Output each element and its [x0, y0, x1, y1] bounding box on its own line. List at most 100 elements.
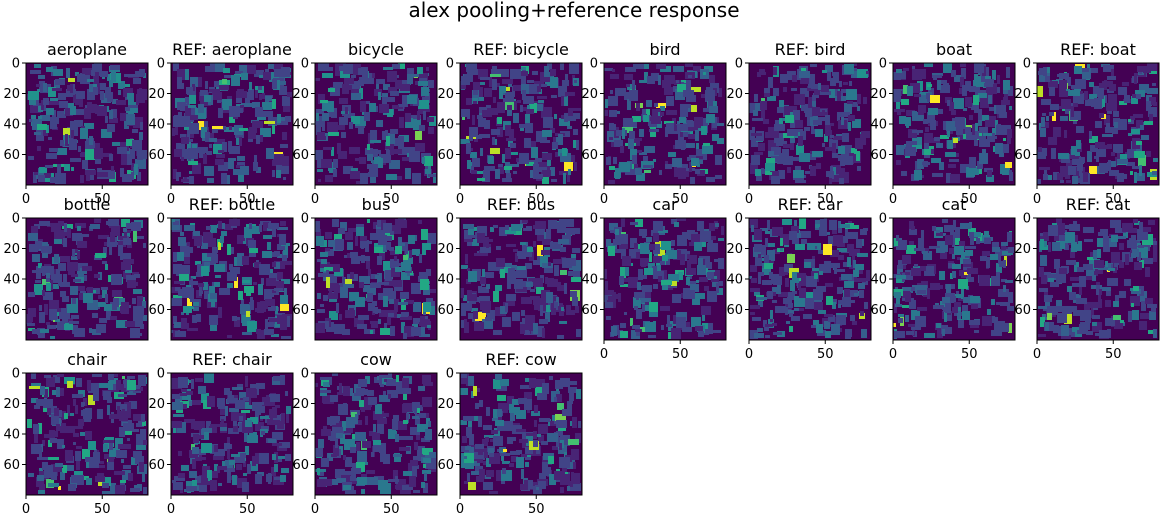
y-tick-label: 60 — [148, 148, 165, 163]
y-tick-label: 0 — [301, 212, 309, 227]
panel: boat 0 20 40 60 0 50 — [870, 40, 1016, 207]
y-tick-label: 0 — [157, 367, 165, 382]
panel-title: REF: bus — [487, 195, 555, 214]
x-tick-label: 0 — [600, 192, 608, 207]
heatmap-image — [315, 218, 437, 340]
y-tick-label: 20 — [437, 87, 454, 102]
heatmap-image — [604, 218, 726, 340]
heatmap-image — [893, 218, 1015, 340]
panel-title: REF: car — [778, 195, 843, 214]
y-tick-label: 40 — [581, 273, 598, 288]
y-tick-label: 0 — [590, 212, 598, 227]
x-tick-label: 0 — [600, 347, 608, 362]
panel-title: REF: bird — [775, 40, 846, 59]
x-tick-label: 50 — [672, 192, 689, 207]
y-tick-label: 0 — [446, 57, 454, 72]
y-tick-label: 40 — [437, 273, 454, 288]
x-tick-label: 50 — [94, 192, 111, 207]
heatmap-image — [460, 63, 582, 185]
panel: REF: aeroplane 0 20 40 60 0 50 — [148, 40, 294, 207]
x-tick-label: 0 — [889, 192, 897, 207]
y-tick-label: 40 — [726, 273, 743, 288]
y-tick-label: 40 — [292, 273, 309, 288]
heatmap-image — [315, 63, 437, 185]
panel: car 0 20 40 60 0 50 — [581, 195, 727, 362]
panel: bicycle 0 20 40 60 0 50 — [292, 40, 438, 207]
x-tick-label: 0 — [889, 347, 897, 362]
panel-title: bird — [649, 40, 680, 59]
heatmap-image — [604, 63, 726, 185]
panel: REF: bicycle 0 20 40 60 0 50 — [437, 40, 583, 207]
x-tick-label: 0 — [167, 502, 175, 517]
y-tick-label: 20 — [870, 242, 887, 257]
heatmap-image — [171, 63, 293, 185]
x-tick-label: 0 — [745, 192, 753, 207]
y-tick-label: 20 — [148, 242, 165, 257]
panel-title: REF: aeroplane — [172, 40, 292, 59]
panel-title: boat — [936, 40, 972, 59]
heatmap-image — [171, 373, 293, 495]
y-tick-label: 40 — [148, 428, 165, 443]
panel-title: REF: cow — [485, 350, 556, 369]
heatmap-image — [893, 63, 1015, 185]
y-tick-label: 20 — [3, 242, 20, 257]
y-tick-label: 20 — [292, 87, 309, 102]
y-tick-label: 60 — [3, 458, 20, 473]
y-tick-label: 40 — [581, 118, 598, 133]
x-tick-label: 0 — [456, 502, 464, 517]
panel-title: bottle — [64, 195, 111, 214]
y-tick-label: 20 — [292, 397, 309, 412]
x-tick-label: 50 — [1105, 192, 1122, 207]
x-tick-label: 0 — [167, 192, 175, 207]
y-tick-label: 60 — [437, 458, 454, 473]
panel: REF: bus 0 20 40 60 — [437, 195, 583, 341]
y-tick-label: 40 — [870, 118, 887, 133]
y-tick-label: 0 — [1023, 57, 1031, 72]
y-tick-label: 60 — [437, 148, 454, 163]
y-tick-label: 0 — [446, 367, 454, 382]
panel: bottle 0 20 40 60 — [3, 195, 149, 341]
y-tick-label: 0 — [12, 57, 20, 72]
y-tick-label: 0 — [157, 212, 165, 227]
x-tick-label: 0 — [456, 192, 464, 207]
panel: REF: bottle 0 20 40 60 — [148, 195, 294, 341]
panel-title: REF: bottle — [189, 195, 275, 214]
heatmap-image — [460, 218, 582, 340]
x-tick-label: 50 — [383, 502, 400, 517]
y-tick-label: 60 — [292, 303, 309, 318]
y-tick-label: 20 — [437, 397, 454, 412]
panel-title: cow — [360, 350, 392, 369]
y-tick-label: 40 — [1014, 118, 1031, 133]
y-tick-label: 40 — [292, 118, 309, 133]
panel: cow 0 20 40 60 0 50 — [292, 350, 438, 517]
x-tick-label: 50 — [528, 502, 545, 517]
y-tick-label: 60 — [3, 148, 20, 163]
y-tick-label: 60 — [581, 148, 598, 163]
heatmap-image — [749, 218, 871, 340]
y-tick-label: 0 — [590, 57, 598, 72]
panel-title: bus — [362, 195, 391, 214]
x-tick-label: 50 — [961, 347, 978, 362]
x-tick-label: 0 — [311, 502, 319, 517]
panel: REF: car 0 20 40 60 0 50 — [726, 195, 872, 362]
y-tick-label: 20 — [581, 87, 598, 102]
heatmap-image — [1037, 63, 1159, 185]
y-tick-label: 60 — [1014, 303, 1031, 318]
panel-title: chair — [67, 350, 107, 369]
panel: cat 0 20 40 60 0 50 — [870, 195, 1016, 362]
y-tick-label: 20 — [1014, 242, 1031, 257]
y-tick-label: 0 — [301, 57, 309, 72]
x-tick-label: 0 — [22, 502, 30, 517]
x-tick-label: 50 — [817, 192, 834, 207]
y-tick-label: 60 — [437, 303, 454, 318]
x-tick-label: 50 — [672, 347, 689, 362]
x-tick-label: 0 — [22, 192, 30, 207]
y-tick-label: 40 — [148, 118, 165, 133]
y-tick-label: 0 — [735, 212, 743, 227]
y-tick-label: 0 — [879, 212, 887, 227]
y-tick-label: 40 — [148, 273, 165, 288]
panel: bird 0 20 40 60 0 50 — [581, 40, 727, 207]
y-tick-label: 60 — [292, 148, 309, 163]
x-tick-label: 0 — [1033, 347, 1041, 362]
